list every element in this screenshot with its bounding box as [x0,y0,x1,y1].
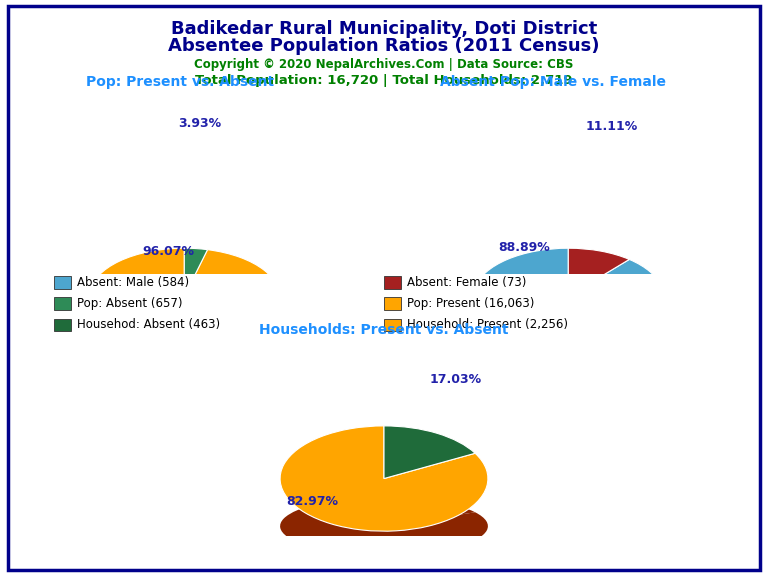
Wedge shape [184,248,207,296]
Text: Househod: Absent (463): Househod: Absent (463) [77,319,220,331]
Text: 88.89%: 88.89% [498,241,551,255]
Text: Badikedar Rural Municipality, Doti District: Badikedar Rural Municipality, Doti Distr… [170,20,598,38]
Wedge shape [89,399,280,452]
Text: Total Population: 16,720 | Total Households: 2,719: Total Population: 16,720 | Total Househo… [195,74,573,87]
Text: 17.03%: 17.03% [429,373,482,386]
Wedge shape [568,399,629,426]
Text: Copyright © 2020 NepalArchives.Com | Data Source: CBS: Copyright © 2020 NepalArchives.Com | Dat… [194,58,574,71]
Wedge shape [89,248,280,344]
Wedge shape [280,497,488,555]
Text: Pop: Present vs. Absent: Pop: Present vs. Absent [87,75,274,89]
Wedge shape [384,497,475,526]
Text: Absent: Male (584): Absent: Male (584) [77,276,189,289]
Wedge shape [280,426,488,531]
Wedge shape [473,248,664,344]
Text: Households: Present vs. Absent: Households: Present vs. Absent [260,323,508,337]
Text: Pop: Absent (657): Pop: Absent (657) [77,297,182,310]
Text: 11.11%: 11.11% [586,120,638,133]
Text: Household: Present (2,256): Household: Present (2,256) [407,319,568,331]
Wedge shape [568,248,629,296]
Text: Absent Pop: Male vs. Female: Absent Pop: Male vs. Female [440,75,666,89]
Text: 82.97%: 82.97% [286,495,339,508]
Wedge shape [184,399,207,426]
Text: Absentee Population Ratios (2011 Census): Absentee Population Ratios (2011 Census) [168,37,600,55]
Text: Pop: Present (16,063): Pop: Present (16,063) [407,297,535,310]
Wedge shape [473,399,664,452]
Text: 3.93%: 3.93% [178,116,222,130]
Text: 96.07%: 96.07% [143,245,194,258]
Text: Absent: Female (73): Absent: Female (73) [407,276,526,289]
Wedge shape [384,426,475,479]
